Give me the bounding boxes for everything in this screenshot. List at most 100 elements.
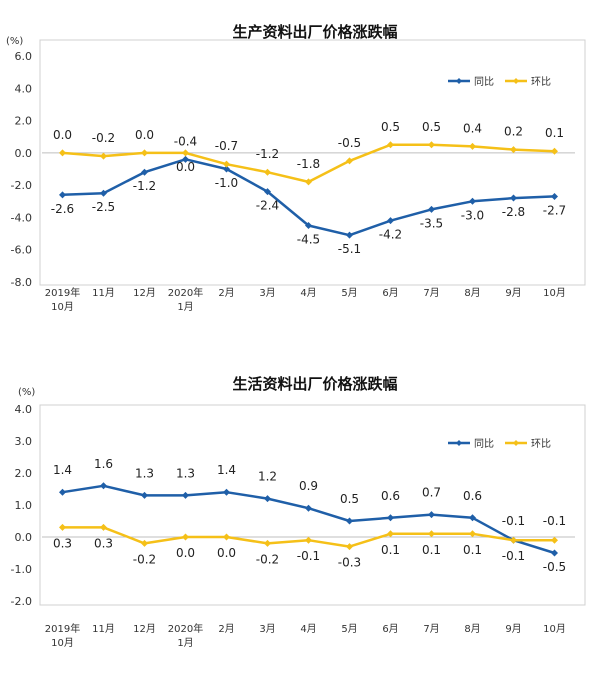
data-label: -0.5 <box>338 136 361 150</box>
data-point <box>59 488 66 496</box>
data-label: 0.0 <box>217 546 236 560</box>
y-tick-label: 6.0 <box>15 50 33 63</box>
data-label: 0.6 <box>463 489 482 503</box>
data-label: -2.4 <box>256 199 279 213</box>
x-tick-label: 12月 <box>133 623 156 635</box>
legend-label: 环比 <box>531 76 551 88</box>
data-label: -0.1 <box>502 549 525 563</box>
data-label: 1.3 <box>176 466 195 480</box>
x-tick-label: 11月 <box>92 287 115 299</box>
x-tick-label: 11月 <box>92 623 115 635</box>
y-tick-label: 4.0 <box>15 82 33 95</box>
data-point <box>346 517 353 525</box>
x-tick-label: 6月 <box>382 623 398 635</box>
data-label: 0.1 <box>545 126 564 140</box>
x-tick-label: 2020年 <box>168 622 203 635</box>
x-tick-label: 5月 <box>341 623 357 635</box>
data-point <box>346 157 353 165</box>
x-tick-label: 10月 <box>543 287 566 299</box>
plot-frame-0 <box>39 39 586 286</box>
data-label: 0.0 <box>176 546 195 560</box>
y-tick-label: -2.0 <box>11 595 32 608</box>
data-label: 0.5 <box>422 120 441 134</box>
data-label: 0.7 <box>422 486 441 500</box>
data-point <box>387 514 394 522</box>
data-point <box>469 514 476 522</box>
data-point <box>346 231 353 239</box>
data-label: 0.0 <box>53 128 72 142</box>
legend-marker-1 <box>513 78 519 84</box>
x-tick-label: 5月 <box>341 287 357 299</box>
x-tick-label: 9月 <box>505 287 521 299</box>
x-tick-label: 4月 <box>300 287 316 299</box>
x-tick-label-line2: 1月 <box>177 637 193 649</box>
data-label: 0.4 <box>463 121 482 135</box>
data-point <box>264 539 271 547</box>
y-tick-label: 3.0 <box>15 435 33 448</box>
data-point <box>141 539 148 547</box>
data-label: -3.0 <box>461 208 484 222</box>
data-label: -1.8 <box>297 157 320 171</box>
x-tick-label: 7月 <box>423 287 439 299</box>
y-tick-label: 2.0 <box>15 115 33 128</box>
data-label: -0.3 <box>338 556 361 570</box>
data-label: 0.3 <box>94 536 113 550</box>
x-tick-label: 3月 <box>259 287 275 299</box>
x-tick-label: 2019年 <box>45 286 80 299</box>
y-unit-0: (%) <box>6 36 23 47</box>
data-point <box>223 533 230 541</box>
y-tick-label: 2.0 <box>15 467 33 480</box>
y-tick-label: -8.0 <box>11 276 32 289</box>
x-tick-label: 2019年 <box>45 622 80 635</box>
data-label: 0.9 <box>299 479 318 493</box>
data-label: 0.1 <box>381 543 400 557</box>
data-point <box>141 149 148 157</box>
data-label: 0.5 <box>340 492 359 506</box>
data-point <box>305 222 312 229</box>
data-label: 1.6 <box>94 457 113 471</box>
plot-frame-1 <box>39 404 586 606</box>
data-label: -0.2 <box>92 131 115 145</box>
legend-marker-0 <box>456 440 462 446</box>
x-tick-label: 2月 <box>218 623 234 635</box>
data-label: -1.2 <box>133 179 156 193</box>
data-point <box>182 491 189 499</box>
y-unit-1: (%) <box>18 387 35 398</box>
x-tick-label-line2: 10月 <box>51 637 74 649</box>
data-point <box>100 189 107 197</box>
data-label: -2.5 <box>92 200 115 214</box>
data-label: -0.7 <box>215 139 238 153</box>
x-tick-label: 8月 <box>464 287 480 299</box>
data-label: 0.5 <box>381 120 400 134</box>
data-label: -0.1 <box>502 514 525 528</box>
data-point <box>510 146 517 154</box>
data-point <box>100 152 107 160</box>
data-point <box>428 530 435 538</box>
x-tick-label-line2: 10月 <box>51 301 74 313</box>
y-tick-label: 1.0 <box>15 499 33 512</box>
data-label: -5.1 <box>338 242 361 256</box>
data-label: 0.3 <box>53 536 72 550</box>
x-tick-label: 7月 <box>423 623 439 635</box>
data-point <box>510 536 517 544</box>
y-tick-label: 0.0 <box>15 147 33 160</box>
data-label: -2.8 <box>502 205 525 219</box>
data-point <box>469 530 476 538</box>
legend-marker-1 <box>513 440 519 446</box>
data-label: 0.2 <box>504 125 523 139</box>
legend-marker-0 <box>456 78 462 84</box>
data-point <box>223 160 230 168</box>
data-point <box>387 530 394 538</box>
data-point <box>428 511 435 519</box>
data-point <box>428 141 435 149</box>
y-tick-label: -4.0 <box>11 211 32 224</box>
data-label: -0.1 <box>297 549 320 563</box>
data-point <box>59 191 66 199</box>
y-tick-label: -6.0 <box>11 244 32 257</box>
data-label: -3.5 <box>420 216 443 230</box>
x-tick-label: 2月 <box>218 287 234 299</box>
data-point <box>469 142 476 150</box>
data-label: -1.0 <box>215 176 238 190</box>
data-point <box>223 488 230 496</box>
data-point <box>182 149 189 157</box>
